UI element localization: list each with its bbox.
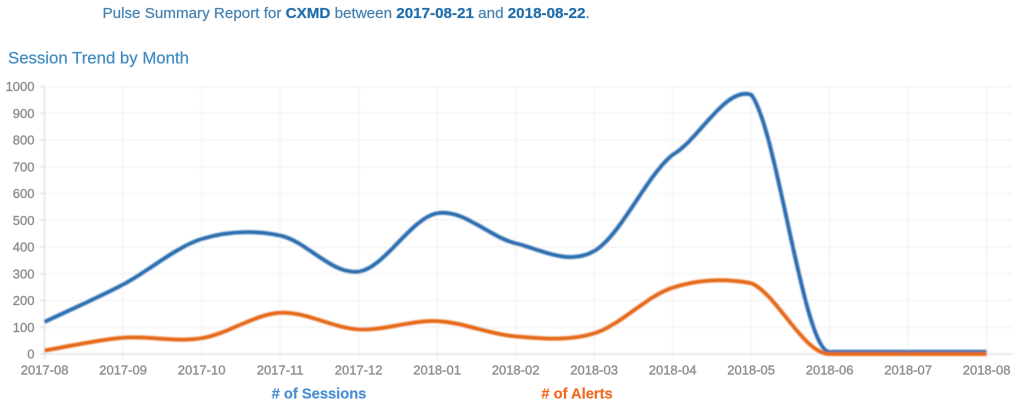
svg-text:300: 300	[13, 266, 35, 281]
svg-text:Session Trend by Month: Session Trend by Month	[8, 48, 189, 67]
svg-text:2017-08: 2017-08	[21, 363, 69, 378]
svg-text:2017-10: 2017-10	[178, 363, 226, 378]
svg-text:400: 400	[13, 240, 35, 255]
svg-text:2018-01: 2018-01	[413, 363, 461, 378]
svg-text:2018-03: 2018-03	[570, 363, 618, 378]
svg-text:100: 100	[13, 320, 35, 335]
svg-text:# of Alerts: # of Alerts	[541, 387, 612, 403]
svg-text:2017-12: 2017-12	[335, 363, 383, 378]
svg-text:700: 700	[13, 159, 35, 174]
svg-text:2018-02: 2018-02	[492, 363, 540, 378]
svg-text:2018-05: 2018-05	[727, 363, 775, 378]
svg-text:2018-08: 2018-08	[963, 363, 1011, 378]
svg-text:2017-11: 2017-11	[257, 363, 304, 378]
svg-text:Pulse Summary Report for CXMD: Pulse Summary Report for CXMD between 20…	[103, 5, 590, 22]
svg-text:500: 500	[13, 213, 35, 228]
svg-text:2018-04: 2018-04	[649, 363, 697, 378]
svg-text:900: 900	[13, 106, 35, 121]
svg-text:200: 200	[13, 293, 35, 308]
svg-text:2017-09: 2017-09	[99, 363, 147, 378]
svg-text:1000: 1000	[6, 79, 35, 94]
svg-text:600: 600	[13, 186, 35, 201]
svg-text:# of Sessions: # of Sessions	[272, 387, 367, 403]
svg-text:2018-06: 2018-06	[806, 363, 854, 378]
svg-text:2018-07: 2018-07	[884, 363, 932, 378]
svg-text:800: 800	[13, 133, 35, 148]
svg-text:0: 0	[27, 347, 34, 362]
